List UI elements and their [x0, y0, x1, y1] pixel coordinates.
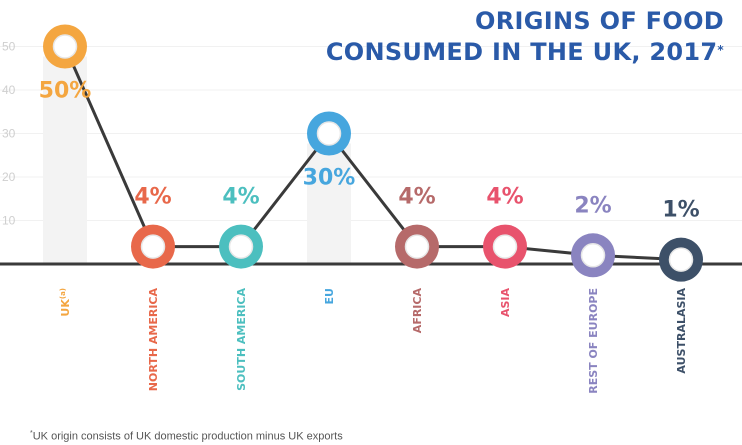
category-label: EU [323, 288, 336, 304]
data-label: 2% [574, 193, 611, 218]
data-point-center [228, 234, 254, 259]
column-shadow [43, 56, 87, 264]
footnote-asterisk: * [30, 430, 33, 437]
category-label-group: AFRICA [411, 288, 424, 334]
data-label: 30% [303, 166, 356, 191]
y-tick-label: 10 [2, 214, 16, 228]
category-label: ASIA [499, 288, 512, 318]
category-label: REST OF EUROPE [587, 288, 600, 394]
category-label: AUSTRALASIA [675, 288, 688, 374]
category-label-group: ASIA [499, 288, 512, 318]
data-point-center [52, 34, 78, 59]
category-label-group: UK(a) [59, 288, 72, 317]
data-point-center [316, 121, 342, 146]
data-point-center [404, 234, 430, 259]
data-point-center [668, 247, 694, 272]
category-label-group: SOUTH AMERICA [235, 288, 248, 391]
title-line-2: CONSUMED IN THE UK, 2017 [325, 38, 718, 66]
data-label: 4% [398, 185, 435, 210]
data-point-center [492, 234, 518, 259]
category-label-group: AUSTRALASIA [675, 288, 688, 374]
column-shadow [307, 143, 351, 264]
footnote: *UK origin consists of UK domestic produ… [30, 430, 343, 443]
data-label: 50% [39, 79, 92, 104]
category-label: AFRICA [411, 288, 424, 334]
category-label-group: EU [323, 288, 336, 304]
chart-title: ORIGINS OF FOOD CONSUMED IN THE UK, 2017… [326, 6, 724, 68]
data-label: 4% [134, 185, 171, 210]
title-line-1: ORIGINS OF FOOD [475, 7, 724, 35]
title-asterisk: * [717, 43, 724, 57]
y-tick-label: 30 [2, 127, 16, 141]
data-label: 4% [486, 185, 523, 210]
data-point-center [140, 234, 166, 259]
category-label-group: NORTH AMERICA [147, 288, 160, 392]
data-label: 4% [222, 185, 259, 210]
data-label: 1% [662, 198, 699, 223]
category-label: UK(a) [59, 288, 72, 317]
category-superscript: (a) [59, 288, 67, 299]
category-label: SOUTH AMERICA [235, 288, 248, 391]
footnote-text: UK origin consists of UK domestic produc… [32, 430, 343, 443]
y-tick-label: 50 [2, 40, 16, 54]
data-point-center [580, 243, 606, 268]
category-label-group: REST OF EUROPE [587, 288, 600, 394]
y-tick-label: 40 [2, 83, 16, 97]
y-tick-label: 20 [2, 170, 16, 184]
category-label: NORTH AMERICA [147, 288, 160, 392]
